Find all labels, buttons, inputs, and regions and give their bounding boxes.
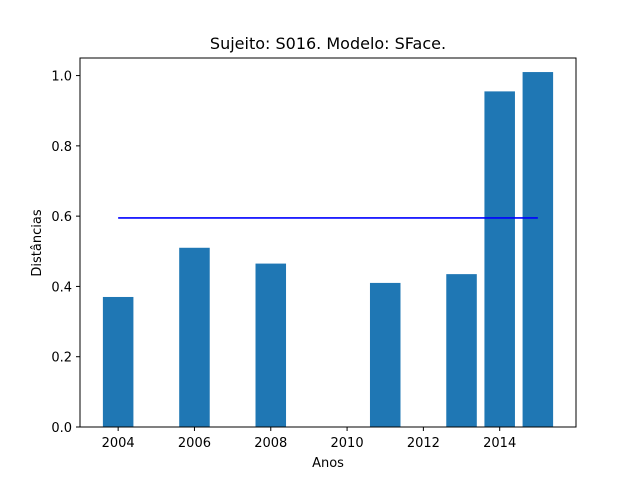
bar-2014 [484, 91, 515, 427]
y-tick-label: 0.8 [51, 140, 72, 155]
y-axis-label: Distâncias [30, 209, 45, 276]
y-tick-label: 0.0 [51, 421, 72, 436]
chart-title: Sujeito: S016. Modelo: SFace. [210, 34, 446, 53]
x-tick-label: 2008 [254, 436, 287, 451]
y-tick-label: 1.0 [51, 70, 72, 85]
x-tick-label: 2004 [102, 436, 135, 451]
bar-2006 [179, 247, 210, 427]
y-axis-ticks: 0.0 0.2 0.4 0.6 0.8 1.0 [51, 70, 80, 436]
y-tick-label: 0.6 [51, 210, 72, 225]
y-tick-label: 0.4 [51, 280, 72, 295]
x-tick-label: 2014 [483, 436, 516, 451]
x-tick-label: 2010 [331, 436, 364, 451]
x-axis-ticks: 2004 2006 2008 2010 2012 2014 [102, 427, 516, 451]
x-tick-label: 2006 [178, 436, 211, 451]
axes-frame [79, 57, 577, 428]
x-tick-label: 2012 [407, 436, 440, 451]
bar-2004 [102, 296, 134, 427]
bar-2013 [446, 274, 477, 427]
x-axis-label: Anos [312, 456, 344, 471]
bar-2015 [522, 72, 554, 428]
bars-layer [102, 72, 554, 428]
bar-2008 [255, 263, 287, 427]
bar-2011 [369, 282, 401, 427]
y-tick-label: 0.2 [51, 351, 72, 366]
